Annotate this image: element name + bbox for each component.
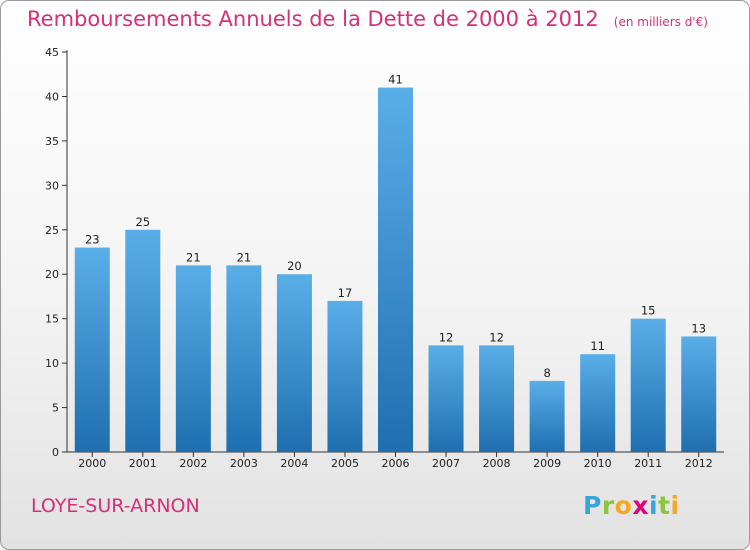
- y-tick-label: 0: [52, 446, 59, 459]
- bar: [74, 247, 110, 452]
- y-tick-label: 25: [45, 224, 59, 237]
- bar-value-label: 25: [135, 215, 150, 229]
- bar-value-label: 13: [691, 321, 706, 335]
- y-tick-label: 15: [45, 313, 59, 326]
- x-tick-label: 2011: [634, 457, 662, 470]
- bar-value-label: 21: [186, 250, 201, 264]
- y-tick-label: 40: [45, 90, 59, 103]
- x-tick-label: 2006: [382, 457, 410, 470]
- bar-value-label: 15: [641, 304, 656, 318]
- y-tick-label: 35: [45, 135, 59, 148]
- bar-value-label: 11: [590, 339, 605, 353]
- bar: [580, 354, 616, 452]
- bar-value-label: 21: [237, 250, 252, 264]
- x-tick-label: 2005: [331, 457, 359, 470]
- y-tick-label: 45: [45, 46, 59, 59]
- x-tick-label: 2001: [129, 457, 157, 470]
- logo-letter: t: [658, 491, 671, 520]
- x-tick-label: 2000: [78, 457, 106, 470]
- bar: [327, 300, 363, 452]
- proxiti-logo: Proxiti: [583, 491, 680, 520]
- x-tick-label: 2012: [685, 457, 713, 470]
- logo-letter: i: [649, 491, 659, 520]
- y-tick-label: 5: [52, 402, 59, 415]
- bar-value-label: 8: [543, 366, 550, 380]
- bar: [529, 380, 565, 452]
- x-tick-label: 2004: [280, 457, 308, 470]
- bar-value-label: 41: [388, 73, 403, 87]
- bar: [276, 274, 312, 452]
- x-tick-label: 2007: [432, 457, 460, 470]
- y-tick-label: 10: [45, 357, 59, 370]
- bar: [175, 265, 211, 452]
- bar-value-label: 23: [85, 233, 100, 247]
- x-tick-label: 2002: [179, 457, 207, 470]
- bar: [479, 345, 515, 452]
- bar-value-label: 17: [338, 286, 353, 300]
- chart-title-unit: (en milliers d'€): [613, 15, 708, 29]
- bar-value-label: 12: [439, 330, 454, 344]
- bar-value-label: 20: [287, 259, 302, 273]
- chart-title: Remboursements Annuels de la Dette de 20…: [27, 7, 708, 31]
- x-tick-label: 2003: [230, 457, 258, 470]
- bar: [226, 265, 262, 452]
- bar: [378, 87, 413, 453]
- logo-letter: i: [670, 491, 680, 520]
- chart-title-main: Remboursements Annuels de la Dette de 20…: [27, 7, 599, 31]
- x-tick-label: 2009: [533, 457, 561, 470]
- logo-letter: r: [601, 491, 615, 520]
- bar: [681, 336, 717, 452]
- bar: [630, 318, 666, 452]
- x-tick-label: 2008: [483, 457, 511, 470]
- bar: [428, 345, 464, 452]
- commune-name: LOYE-SUR-ARNON: [31, 495, 200, 517]
- logo-letter: o: [614, 491, 633, 520]
- x-tick-label: 2010: [584, 457, 612, 470]
- logo-letter: x: [632, 491, 649, 520]
- y-tick-label: 20: [45, 268, 59, 281]
- y-tick-label: 30: [45, 179, 59, 192]
- bar-value-label: 12: [489, 330, 504, 344]
- bar: [125, 229, 161, 452]
- logo-letter: P: [583, 491, 602, 520]
